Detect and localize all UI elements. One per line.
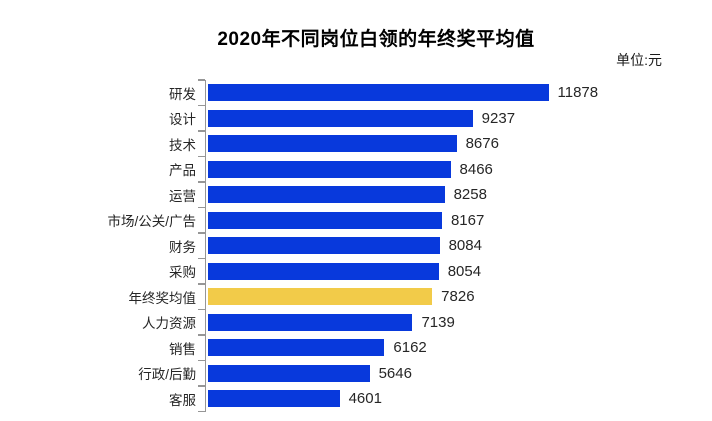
axis-tick: [198, 257, 205, 260]
bar: [207, 364, 370, 382]
category-label: 销售: [169, 341, 196, 357]
bar: [207, 211, 442, 229]
category-label: 年终奖均值: [128, 290, 197, 306]
axis-tick: [198, 334, 205, 336]
category-axis-line: [205, 80, 207, 412]
chart-row: 市场/公关/广告 8167: [0, 208, 712, 234]
value-label: 8054: [447, 262, 482, 280]
bar: [207, 313, 413, 331]
axis-tick: [198, 206, 205, 209]
chart-row: 销售 6162: [0, 335, 712, 361]
axis-tick: [198, 359, 205, 362]
bar-rows: 研发 11878 设计 9237 技术 8676 产品 8466 运营 8258 市场/公关/广告 8…: [0, 80, 712, 412]
highlight-bar: [207, 288, 433, 306]
bar: [207, 390, 340, 408]
bar: [207, 339, 385, 357]
axis-tick: [198, 79, 205, 81]
value-label: 8167: [450, 211, 485, 229]
category-label: 产品: [169, 163, 196, 179]
category-label: 市场/公关/广告: [107, 214, 196, 230]
axis-tick: [198, 181, 205, 183]
category-label: 采购: [169, 265, 196, 281]
chart-row: 技术 8676: [0, 131, 712, 157]
chart-row: 客服 4601: [0, 386, 712, 412]
bar: [207, 262, 439, 280]
value-label: 7826: [441, 288, 475, 306]
category-label: 财务: [169, 239, 196, 255]
axis-tick: [198, 104, 205, 107]
chart-row: 财务 8084: [0, 233, 712, 259]
category-label: 运营: [169, 188, 196, 204]
value-label: 7139: [421, 313, 455, 331]
axis-tick: [198, 155, 205, 158]
unit-label: 单位:元: [616, 52, 662, 68]
axis-tick: [198, 232, 205, 234]
value-label: 4601: [348, 390, 382, 408]
value-label: 8084: [448, 237, 482, 255]
value-label: 8258: [453, 186, 487, 204]
value-label: 6162: [393, 339, 427, 357]
category-label: 研发: [169, 86, 196, 102]
chart-row: 采购 8054: [0, 259, 712, 285]
chart-row: 行政/后勤 5646: [0, 361, 712, 387]
chart-row: 产品 8466: [0, 157, 712, 183]
category-label: 客服: [169, 392, 196, 408]
bar: [207, 135, 457, 153]
category-label: 设计: [169, 112, 196, 128]
chart-row: 研发 11878: [0, 80, 712, 106]
bar: [207, 237, 440, 255]
bar: [207, 186, 445, 204]
chart-row: 设计 9237: [0, 106, 712, 132]
value-label: 11878: [557, 84, 599, 102]
value-label: 9237: [481, 109, 516, 127]
category-label: 技术: [169, 137, 196, 153]
value-label: 5646: [378, 364, 412, 382]
chart-row: 运营 8258: [0, 182, 712, 208]
category-label: 人力资源: [142, 316, 196, 332]
value-label: 8466: [459, 160, 493, 178]
axis-tick: [198, 130, 205, 132]
bar: [207, 84, 549, 102]
axis-tick: [198, 410, 205, 413]
bar: [207, 109, 473, 127]
axis-tick: [198, 283, 205, 285]
chart-row: 年终奖均值 7826: [0, 284, 712, 310]
bar: [207, 160, 451, 178]
category-label: 行政/后勤: [138, 367, 196, 383]
axis-tick: [198, 385, 205, 387]
chart-row: 人力资源 7139: [0, 310, 712, 336]
value-label: 8676: [465, 135, 499, 153]
plot-area: 研发 11878 设计 9237 技术 8676 产品 8466 运营 8258 市场/公关/广告 8…: [0, 79, 712, 413]
axis-tick: [198, 308, 205, 311]
chart-title: 2020年不同岗位白领的年终奖平均值: [217, 29, 535, 50]
